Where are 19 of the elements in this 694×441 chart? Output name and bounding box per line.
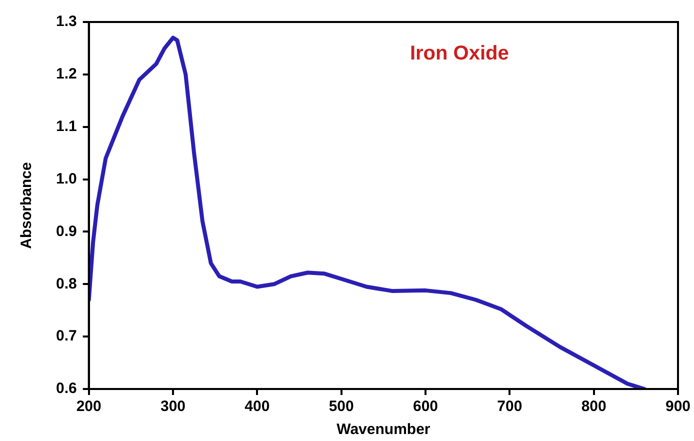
x-tick-label: 500 xyxy=(328,398,354,416)
annotation: Iron Oxide xyxy=(410,42,509,65)
x-tick-label: 800 xyxy=(581,398,606,416)
x-tick-label: 200 xyxy=(76,398,102,416)
x-tick-label: 900 xyxy=(665,398,691,416)
x-axis-title: Wavenumber xyxy=(336,421,430,438)
y-tick-label: 1.0 xyxy=(56,170,77,188)
y-tick-label: 1.1 xyxy=(56,118,77,135)
y-tick-label: 1.3 xyxy=(56,13,77,30)
x-tick-label: 600 xyxy=(412,398,438,416)
y-axis-title: Absorbance xyxy=(18,162,36,249)
y-tick-label: 0.9 xyxy=(56,222,77,240)
x-tick-label: 400 xyxy=(244,398,270,416)
y-tick-label: 0.6 xyxy=(56,380,77,398)
x-tick-label: 700 xyxy=(497,398,522,416)
y-tick-label: 1.2 xyxy=(56,66,77,83)
y-tick-label: 0.7 xyxy=(56,328,77,345)
x-tick-label: 300 xyxy=(160,398,186,416)
y-tick-label: 0.8 xyxy=(56,275,77,292)
